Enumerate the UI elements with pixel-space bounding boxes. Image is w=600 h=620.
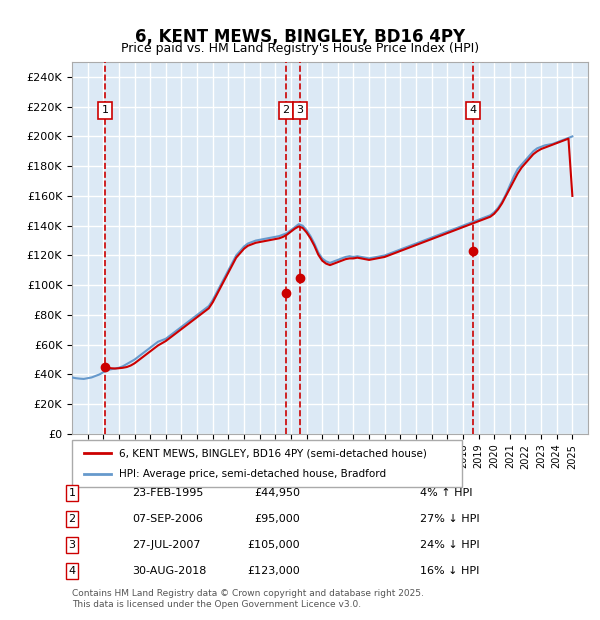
Text: 27% ↓ HPI: 27% ↓ HPI	[420, 514, 479, 524]
Text: 4: 4	[470, 105, 477, 115]
Text: 4: 4	[68, 566, 76, 576]
Text: £123,000: £123,000	[247, 566, 300, 576]
Text: Contains HM Land Registry data © Crown copyright and database right 2025.
This d: Contains HM Land Registry data © Crown c…	[72, 590, 424, 609]
Text: 07-SEP-2006: 07-SEP-2006	[132, 514, 203, 524]
Text: 24% ↓ HPI: 24% ↓ HPI	[420, 540, 479, 550]
Text: 3: 3	[68, 540, 76, 550]
Text: 3: 3	[296, 105, 304, 115]
Text: 4% ↑ HPI: 4% ↑ HPI	[420, 488, 473, 498]
Text: 16% ↓ HPI: 16% ↓ HPI	[420, 566, 479, 576]
Text: 27-JUL-2007: 27-JUL-2007	[132, 540, 200, 550]
Text: 23-FEB-1995: 23-FEB-1995	[132, 488, 203, 498]
Text: 30-AUG-2018: 30-AUG-2018	[132, 566, 206, 576]
Text: 2: 2	[68, 514, 76, 524]
Text: 6, KENT MEWS, BINGLEY, BD16 4PY: 6, KENT MEWS, BINGLEY, BD16 4PY	[135, 28, 465, 46]
Text: Price paid vs. HM Land Registry's House Price Index (HPI): Price paid vs. HM Land Registry's House …	[121, 42, 479, 55]
Text: £105,000: £105,000	[247, 540, 300, 550]
FancyBboxPatch shape	[72, 440, 462, 487]
Text: HPI: Average price, semi-detached house, Bradford: HPI: Average price, semi-detached house,…	[119, 469, 386, 479]
Text: 2: 2	[283, 105, 289, 115]
Text: 6, KENT MEWS, BINGLEY, BD16 4PY (semi-detached house): 6, KENT MEWS, BINGLEY, BD16 4PY (semi-de…	[119, 448, 427, 458]
Text: 1: 1	[68, 488, 76, 498]
Text: 1: 1	[102, 105, 109, 115]
Text: £44,950: £44,950	[254, 488, 300, 498]
Text: £95,000: £95,000	[254, 514, 300, 524]
